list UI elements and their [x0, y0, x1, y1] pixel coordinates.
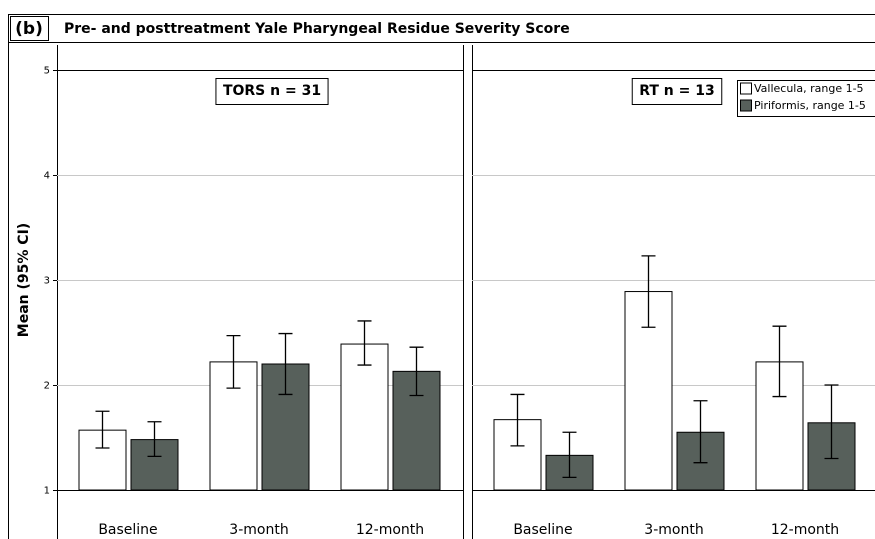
- x-tick-label: Baseline: [98, 522, 157, 538]
- panel-label-box: [10, 16, 49, 41]
- error-bar: [278, 332, 293, 396]
- y-axis-label: Mean (95% CI): [16, 223, 32, 337]
- annotation-box: [215, 78, 329, 105]
- annotation: RT n = 13: [639, 83, 715, 99]
- annotation: TORS n = 31: [223, 83, 321, 99]
- legend-label: Vallecula, range 1-5: [754, 82, 864, 95]
- error-bar: [147, 421, 162, 458]
- y-tick-label: 3: [44, 276, 50, 287]
- error-bar: [641, 255, 656, 328]
- error-bar: [693, 400, 708, 464]
- panel-label: (b): [15, 19, 43, 39]
- error-bar: [409, 346, 424, 397]
- y-tick-label: 1: [44, 486, 50, 497]
- x-tick-label: Baseline: [513, 522, 572, 538]
- x-tick-label: 3-month: [644, 522, 703, 538]
- error-bar: [95, 410, 110, 449]
- error-bar: [510, 393, 525, 447]
- error-bar: [226, 335, 241, 389]
- annotation-box: [631, 78, 723, 105]
- bar: [78, 429, 127, 491]
- error-bar: [357, 320, 372, 366]
- y-tick-label: 2: [44, 381, 50, 392]
- legend-box: [737, 80, 875, 117]
- error-bar: [824, 384, 839, 460]
- legend-label: Piriformis, range 1-5: [754, 99, 866, 112]
- error-bar: [772, 325, 787, 398]
- x-tick-label: 12-month: [356, 522, 424, 538]
- legend-swatch: [740, 82, 752, 95]
- y-tick-label: 5: [44, 66, 50, 77]
- chart-title: Pre- and posttreatment Yale Pharyngeal R…: [64, 21, 570, 37]
- y-tick-label: 4: [44, 171, 50, 182]
- x-tick-label: 12-month: [771, 522, 839, 538]
- bar: [340, 343, 389, 491]
- error-bar: [562, 431, 577, 479]
- legend-swatch: [740, 99, 752, 112]
- x-tick-label: 3-month: [229, 522, 288, 538]
